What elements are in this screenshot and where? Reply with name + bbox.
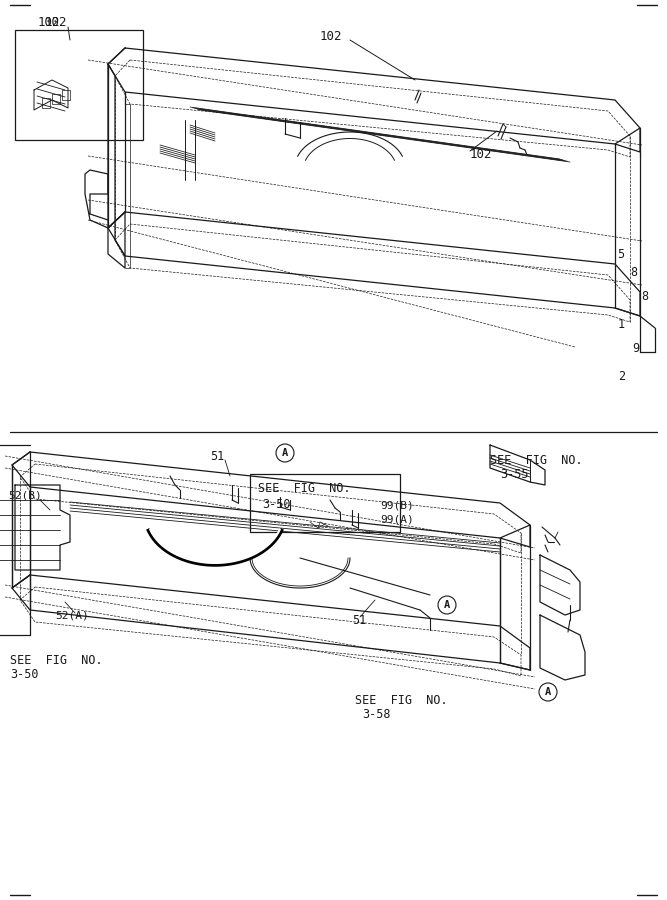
Bar: [250, 474, 400, 532]
Text: A: A: [444, 600, 450, 610]
Bar: [62, 90, 70, 100]
Text: 51: 51: [210, 451, 224, 464]
Text: 8: 8: [630, 266, 637, 278]
Text: 9: 9: [632, 341, 639, 355]
Text: 102: 102: [38, 15, 61, 29]
Text: 1: 1: [618, 319, 625, 331]
Text: 102: 102: [45, 15, 67, 29]
Text: SEE  FIG  NO.: SEE FIG NO.: [10, 653, 103, 667]
Bar: [15, 30, 143, 140]
Text: 51: 51: [352, 614, 366, 626]
Text: A: A: [282, 448, 288, 458]
Text: 52(B): 52(B): [8, 491, 42, 501]
Text: 3-55: 3-55: [500, 467, 528, 481]
Text: 2: 2: [618, 371, 625, 383]
Bar: [52, 94, 60, 104]
Bar: [42, 98, 50, 108]
Text: 8: 8: [641, 290, 648, 302]
Text: 3-50: 3-50: [10, 669, 39, 681]
Text: A: A: [545, 687, 551, 697]
Text: 99(A): 99(A): [380, 514, 414, 524]
Text: 3-50: 3-50: [262, 499, 291, 511]
Text: 3-58: 3-58: [362, 708, 390, 722]
Text: SEE  FIG  NO.: SEE FIG NO.: [490, 454, 583, 466]
Text: SEE  FIG  NO.: SEE FIG NO.: [355, 694, 448, 706]
Text: 52(A): 52(A): [55, 610, 89, 620]
Text: 99(B): 99(B): [380, 501, 414, 511]
Text: 102: 102: [320, 31, 342, 43]
Text: SEE  FIG  NO.: SEE FIG NO.: [258, 482, 351, 494]
Text: 102: 102: [470, 148, 492, 161]
Text: 5: 5: [617, 248, 624, 262]
